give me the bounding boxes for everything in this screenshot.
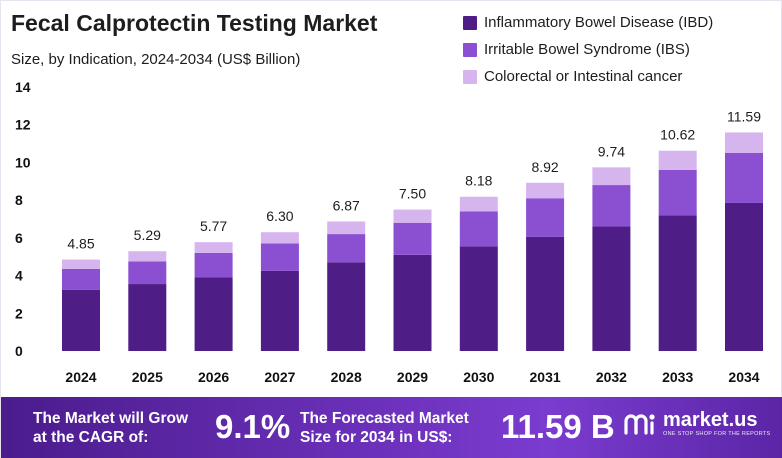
bar-total-label: 8.92 — [531, 159, 558, 175]
bar-ibd-2029 — [393, 254, 432, 351]
x-tick-label: 2025 — [132, 369, 163, 385]
bar-ibd-2026 — [194, 277, 233, 351]
bar-total-label: 5.29 — [134, 227, 161, 243]
chart-subtitle: Size, by Indication, 2024-2034 (US$ Bill… — [11, 51, 301, 68]
summary-banner: The Market will Grow at the CAGR of: 9.1… — [1, 397, 782, 458]
bar-ibd-2034 — [725, 202, 763, 351]
x-tick-label: 2034 — [728, 369, 759, 385]
bar-colorectal-2034 — [725, 132, 763, 153]
bar-total-label: 6.30 — [266, 208, 293, 224]
bar-ibs-2030 — [459, 211, 498, 247]
y-tick-label: 12 — [15, 117, 31, 133]
legend-label-ibs: Irritable Bowel Syndrome (IBS) — [484, 41, 690, 58]
bar-ibs-2029 — [393, 222, 432, 255]
bar-ibs-2026 — [194, 252, 233, 278]
bar-colorectal-2029 — [393, 209, 432, 223]
bar-total-label: 5.77 — [200, 218, 227, 234]
bar-ibs-2031 — [526, 198, 565, 237]
market-us-logo-icon — [624, 413, 655, 435]
bar-ibs-2032 — [592, 185, 631, 227]
bar-colorectal-2033 — [658, 150, 697, 170]
x-tick-label: 2027 — [264, 369, 295, 385]
bar-ibd-2032 — [592, 226, 631, 351]
bar-total-label: 10.62 — [660, 127, 695, 143]
y-tick-label: 4 — [15, 268, 23, 284]
bar-ibs-2028 — [327, 234, 366, 263]
x-tick-label: 2032 — [596, 369, 627, 385]
brand-logo-block: market.us ONE STOP SHOP FOR THE REPORTS — [623, 409, 771, 438]
bar-ibd-2024 — [62, 289, 100, 351]
chart-title: Fecal Calprotectin Testing Market — [11, 10, 378, 36]
x-tick-label: 2028 — [331, 369, 362, 385]
bar-ibs-2024 — [62, 268, 100, 290]
y-tick-label: 14 — [15, 79, 31, 95]
brand-name: market.us — [663, 409, 758, 431]
bar-total-label: 11.59 — [727, 108, 761, 124]
stacked-bar-chart: 0 2 4 6 8 10 12 14 4.85 2024 5.29 2025 5.77 2026 6.30 2… — [15, 79, 763, 385]
bar-total-label: 6.87 — [333, 197, 360, 213]
y-tick-label: 2 — [15, 305, 23, 321]
cagr-caption: The Market will Grow at the CAGR of: — [33, 409, 188, 447]
legend-swatch-ibs — [463, 42, 477, 57]
legend-label-ibd: Inflammatory Bowel Disease (IBD) — [484, 14, 714, 31]
legend-item-colorectal: Colorectal or Intestinal cancer — [463, 63, 713, 90]
bar-colorectal-2026 — [194, 242, 233, 253]
legend-item-ibd: Inflammatory Bowel Disease (IBD) — [463, 9, 713, 36]
chart-legend: Inflammatory Bowel Disease (IBD) Irritab… — [463, 9, 713, 90]
bar-total-label: 4.85 — [67, 236, 94, 252]
x-tick-label: 2031 — [530, 369, 561, 385]
bar-colorectal-2027 — [260, 232, 299, 244]
y-tick-label: 8 — [15, 192, 23, 208]
forecast-caption: The Forecasted Market Size for 2034 in U… — [300, 409, 469, 447]
cagr-caption-line2: at the CAGR of: — [33, 429, 149, 446]
bar-ibd-2025 — [128, 284, 167, 351]
cagr-caption-line1: The Market will Grow — [33, 410, 189, 427]
y-tick-label: 0 — [15, 343, 23, 359]
bar-ibs-2034 — [725, 153, 763, 203]
bar-total-label: 8.18 — [465, 173, 492, 189]
bar-colorectal-2025 — [128, 251, 167, 262]
legend-swatch-ibd — [463, 15, 477, 30]
bar-ibd-2033 — [658, 215, 697, 351]
x-tick-label: 2029 — [397, 369, 428, 385]
bar-total-label: 9.74 — [598, 143, 625, 159]
bar-total-label: 7.50 — [399, 186, 426, 202]
bar-ibs-2033 — [658, 169, 697, 216]
x-tick-label: 2024 — [65, 369, 96, 385]
bar-colorectal-2032 — [592, 167, 631, 186]
legend-item-ibs: Irritable Bowel Syndrome (IBS) — [463, 36, 713, 63]
forecast-value: 11.59 B — [501, 408, 615, 445]
bar-ibd-2030 — [459, 246, 498, 351]
bar-ibs-2027 — [260, 243, 299, 271]
bar-colorectal-2030 — [459, 196, 498, 212]
forecast-caption-line2: Size for 2034 in US$: — [300, 429, 453, 446]
legend-swatch-colorectal — [463, 69, 477, 84]
brand-tagline: ONE STOP SHOP FOR THE REPORTS — [663, 431, 771, 437]
bar-ibd-2028 — [327, 262, 366, 351]
bar-ibd-2027 — [260, 270, 299, 351]
forecast-caption-line1: The Forecasted Market — [300, 410, 469, 427]
legend-label-colorectal: Colorectal or Intestinal cancer — [484, 68, 683, 85]
x-tick-label: 2026 — [198, 369, 229, 385]
y-tick-label: 10 — [15, 154, 31, 170]
bar-colorectal-2024 — [62, 259, 100, 269]
x-tick-label: 2033 — [662, 369, 693, 385]
y-tick-label: 6 — [15, 230, 23, 246]
bar-colorectal-2028 — [327, 221, 366, 235]
x-tick-label: 2030 — [463, 369, 494, 385]
bar-ibs-2025 — [128, 261, 167, 285]
cagr-value: 9.1% — [215, 408, 291, 445]
bar-colorectal-2031 — [526, 182, 565, 199]
bar-ibd-2031 — [526, 236, 565, 351]
